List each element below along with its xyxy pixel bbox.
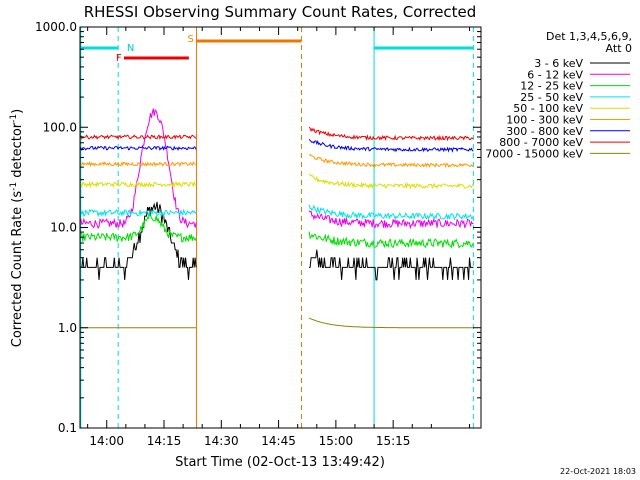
legend-label: 100 - 300 keV — [506, 114, 583, 127]
series-line — [308, 317, 474, 329]
series-12-25-kev — [79, 213, 474, 249]
y-tick-label: 0.1 — [58, 421, 77, 435]
legend-label: 7000 - 15000 keV — [485, 147, 583, 160]
x-axis-ticks: 14:00 14:15 14:30 14:45 15:00 15:15 — [87, 27, 471, 448]
legend-label: 6 - 12 keV — [527, 68, 583, 81]
legend-label: 25 - 50 keV — [520, 91, 583, 104]
legend-label: 800 - 7000 keV — [499, 136, 583, 149]
annotation-n: N — [127, 43, 134, 54]
x-tick-label: 14:30 — [204, 434, 239, 448]
y-axis-label-mid: detector — [10, 122, 25, 182]
series-line — [79, 145, 197, 152]
series-line — [308, 210, 474, 230]
series-line — [308, 204, 474, 221]
series-line — [80, 201, 197, 280]
x-tick-label: 14:00 — [89, 434, 124, 448]
x-tick-label: 15:15 — [376, 434, 411, 448]
x-tick-label: 15:00 — [319, 434, 354, 448]
legend-header-1: Det 1,3,4,5,6,9, — [546, 30, 632, 43]
legend-label: 50 - 100 keV — [513, 102, 583, 115]
x-axis-label: Start Time (02-Oct-13 13:49:42) — [175, 455, 385, 470]
series-line — [79, 180, 197, 189]
series-layer — [79, 108, 474, 329]
legend-label: 12 - 25 keV — [520, 80, 583, 93]
series-800-7000-kev — [79, 126, 474, 142]
series-300-800-kev — [79, 138, 474, 153]
series-100-300-kev — [79, 153, 474, 169]
y-axis-label-sup: -1 — [9, 182, 19, 191]
x-tick-label: 14:15 — [147, 434, 182, 448]
y-axis-label-sup2: -1 — [9, 114, 19, 123]
annotation-s: S — [187, 34, 193, 45]
y-tick-label: 1.0 — [58, 321, 77, 335]
series-line — [308, 153, 474, 169]
footer-date: 22-Oct-2021 18:03 — [560, 467, 636, 476]
series-3-6-kev — [80, 201, 474, 281]
x-tick-label: 14:45 — [261, 434, 296, 448]
series-line — [79, 134, 197, 140]
series-line — [79, 213, 197, 243]
chart-title: RHESSI Observing Summary Count Rates, Co… — [84, 3, 477, 21]
y-axis-ticks: 0.1 1.0 10.0 100.0 1000.0 — [35, 20, 481, 435]
annotation-f: F — [116, 53, 122, 64]
series-line — [308, 231, 474, 249]
series-7000-15000-kev — [80, 317, 474, 329]
series-line — [309, 249, 474, 281]
y-axis-label-end: ) — [10, 109, 25, 114]
series-6-12-kev — [79, 108, 474, 230]
series-line — [308, 173, 474, 190]
series-25-50-kev — [79, 204, 474, 221]
y-tick-label: 100.0 — [43, 120, 77, 134]
series-50-100-kev — [79, 173, 474, 190]
legend-label: 3 - 6 keV — [534, 57, 583, 70]
y-axis-label: Corrected Count Rate (s-1 detector-1) — [9, 109, 25, 347]
series-line — [308, 138, 474, 153]
series-line — [79, 108, 197, 229]
y-tick-label: 10.0 — [50, 221, 77, 235]
legend-header-2: Att 0 — [606, 42, 632, 55]
series-line — [79, 160, 197, 168]
series-line — [79, 208, 197, 218]
y-tick-label: 1000.0 — [35, 20, 77, 34]
y-axis-label-text: Corrected Count Rate (s — [10, 191, 25, 348]
series-line — [308, 126, 474, 142]
legend-label: 300 - 800 keV — [506, 125, 583, 138]
